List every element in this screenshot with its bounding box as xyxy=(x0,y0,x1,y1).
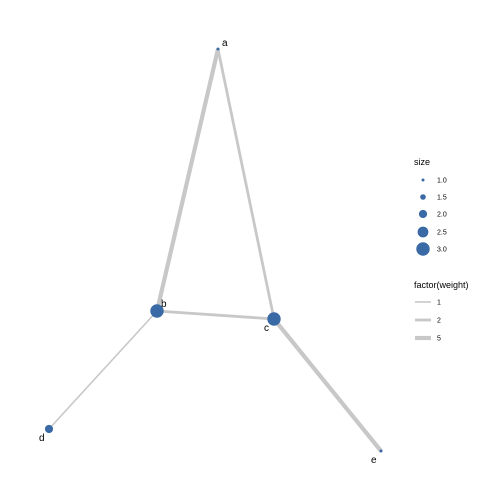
edge-b-c xyxy=(156,309,275,321)
size-legend-key-2 xyxy=(418,209,428,219)
size-legend-label-2: 2.0 xyxy=(437,212,447,219)
node-label-d: d xyxy=(39,433,45,444)
weight-legend-title: factor(weight) xyxy=(414,280,469,290)
node-labels-layer: a b c d e xyxy=(39,38,377,466)
weight-legend-label-0: 1 xyxy=(437,300,441,307)
node-label-c: c xyxy=(264,323,269,334)
edges-layer xyxy=(48,48,383,453)
weight-legend-entries: 1 2 5 xyxy=(415,300,441,343)
size-legend-title: size xyxy=(414,157,430,167)
size-legend-key-4 xyxy=(416,242,430,256)
edge-b-d xyxy=(48,310,158,430)
size-legend: size 1.0 1.5 2.0 2.5 3.0 xyxy=(414,157,447,256)
weight-legend-label-2: 5 xyxy=(437,336,441,343)
size-legend-key-1 xyxy=(420,194,426,200)
weight-legend-label-1: 2 xyxy=(437,318,441,325)
node-d xyxy=(44,424,54,434)
node-e xyxy=(379,449,383,453)
size-legend-key-0 xyxy=(421,178,425,182)
node-c xyxy=(267,312,281,326)
node-label-e: e xyxy=(371,455,377,466)
size-legend-entries: 1.0 1.5 2.0 2.5 3.0 xyxy=(416,178,447,256)
weight-legend: factor(weight) 1 2 5 xyxy=(414,280,469,343)
node-b xyxy=(150,304,164,318)
size-legend-label-4: 3.0 xyxy=(437,247,447,254)
size-legend-label-0: 1.0 xyxy=(437,178,447,185)
size-legend-label-3: 2.5 xyxy=(437,230,447,237)
nodes-layer xyxy=(44,47,383,453)
edge-c-e xyxy=(272,317,383,453)
node-a xyxy=(216,47,220,51)
size-legend-key-3 xyxy=(417,226,429,238)
size-legend-label-1: 1.5 xyxy=(437,195,447,202)
node-label-a: a xyxy=(222,38,228,49)
edge-a-c xyxy=(216,48,276,320)
node-label-b: b xyxy=(161,299,167,310)
edge-a-b xyxy=(154,48,221,312)
